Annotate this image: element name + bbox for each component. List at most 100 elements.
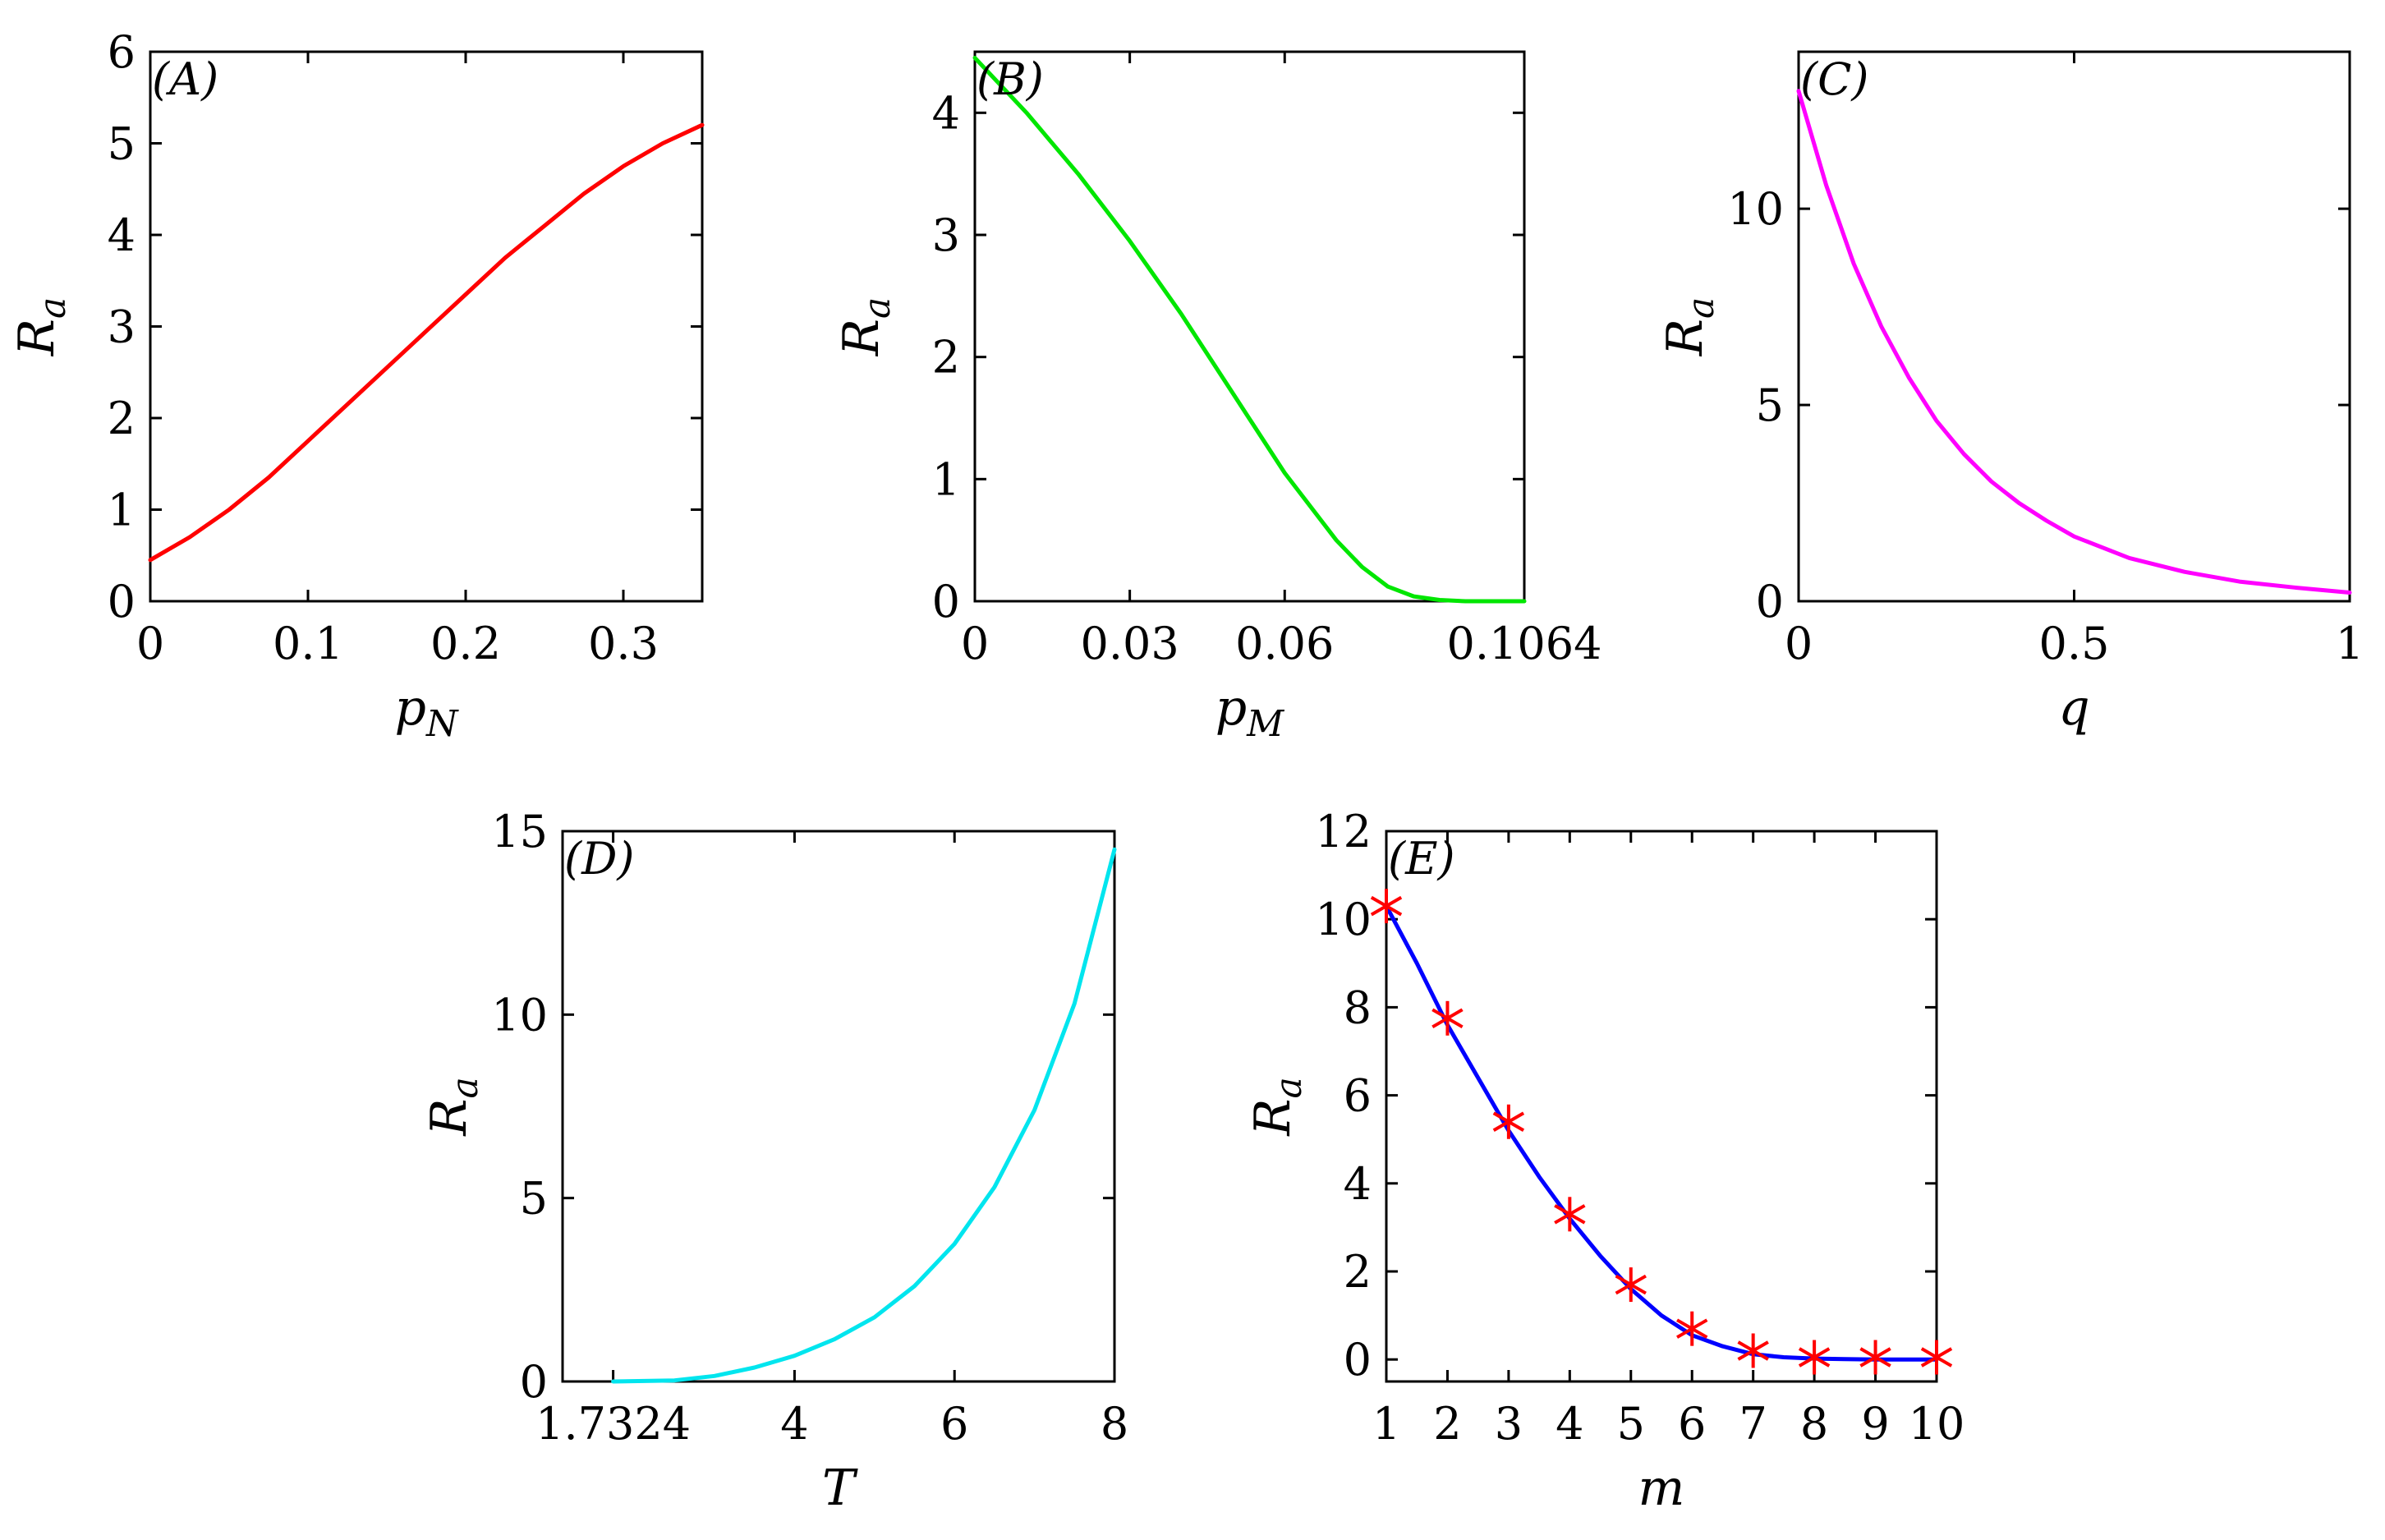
y-axis-label: Ra — [420, 1077, 486, 1136]
y-tick-label: 5 — [520, 1173, 548, 1225]
panel-label: (A) — [152, 53, 218, 105]
y-axis-label-sub: a — [857, 297, 898, 319]
marker-stroke — [1676, 1318, 1708, 1339]
y-tick-label: 0 — [1344, 1334, 1372, 1386]
y-tick-label: 0 — [1756, 576, 1784, 627]
x-axis-label-main: p — [395, 679, 426, 737]
panel-D: 1.7324 4 6 8 0 5 10 15 (D) T Ra — [420, 806, 1128, 1517]
marker-stroke — [1920, 1347, 1953, 1368]
marker-stroke — [1798, 1347, 1831, 1368]
x-axis-label: m — [1638, 1460, 1685, 1517]
x-axis-label-main: q — [2058, 679, 2089, 737]
y-axis-label: Ra — [833, 297, 898, 356]
series-line — [611, 847, 1117, 1384]
marker-stroke — [1492, 1111, 1525, 1132]
series-line — [972, 55, 1527, 604]
x-tick-label: 0.1 — [273, 618, 343, 669]
x-tick-label: 0 — [961, 618, 989, 669]
x-tick-label: 6 — [940, 1398, 968, 1450]
panel-A: 0 0.1 0.2 0.3 0 1 2 3 4 5 6 (A) pN Ra — [8, 26, 705, 745]
y-axis-label-sub: a — [1268, 1077, 1310, 1098]
y-tick-label: 10 — [1315, 894, 1372, 945]
marker-stroke — [1737, 1340, 1769, 1361]
y-tick-label: 6 — [1344, 1070, 1372, 1122]
x-tick-label: 0.3 — [588, 618, 659, 669]
x-axis-label: q — [2058, 679, 2089, 737]
data-point-marker — [1615, 1267, 1647, 1303]
x-tick-label: 1.7324 — [535, 1398, 691, 1450]
plot-frame — [973, 50, 1526, 603]
y-axis-label-main: R — [833, 319, 890, 356]
y-axis-label-main: R — [1657, 319, 1714, 356]
plot-frame — [1385, 830, 1938, 1383]
y-tick-label: 10 — [1727, 183, 1784, 235]
x-tick-label: 5 — [1617, 1398, 1645, 1450]
x-tick-label: 0 — [1785, 618, 1813, 669]
x-tick-label: 1 — [1372, 1398, 1400, 1450]
y-tick-label: 0 — [932, 576, 960, 627]
marker-stroke — [1431, 1008, 1464, 1029]
data-point-marker — [1920, 1340, 1953, 1375]
series-line — [1384, 903, 1939, 1362]
x-tick-label: 0 — [136, 618, 164, 669]
x-tick-label: 9 — [1861, 1398, 1889, 1450]
x-tick-label: 4 — [780, 1398, 808, 1450]
x-tick-label: 1 — [2336, 618, 2364, 669]
data-point-marker — [1859, 1340, 1891, 1375]
x-tick-label: 2 — [1433, 1398, 1461, 1450]
x-axis-label-main: p — [1215, 679, 1247, 737]
y-axis-label-main: R — [8, 319, 66, 356]
y-axis-label: Ra — [1244, 1077, 1310, 1136]
panel-B: 0 0.03 0.06 0.1064 0 1 2 3 4 (B) pM Ra — [833, 50, 1601, 745]
data-point-marker — [1554, 1197, 1586, 1232]
panel-label: (B) — [977, 53, 1044, 105]
x-axis-label-main: m — [1638, 1460, 1685, 1517]
y-tick-label: 1 — [108, 485, 136, 536]
y-tick-label: 12 — [1315, 806, 1372, 857]
y-tick-label: 2 — [1344, 1246, 1372, 1298]
x-tick-label: 10 — [1909, 1398, 1965, 1450]
y-tick-label: 5 — [108, 118, 136, 170]
y-tick-label: 3 — [108, 301, 136, 353]
x-tick-label: 8 — [1800, 1398, 1828, 1450]
series-line — [1796, 89, 2352, 595]
y-tick-label: 10 — [491, 989, 548, 1041]
y-tick-label: 8 — [1344, 981, 1372, 1033]
data-point-marker — [1737, 1333, 1769, 1368]
y-axis-label-main: R — [420, 1099, 478, 1137]
panel-label: (D) — [564, 833, 634, 885]
plot-frame — [149, 50, 704, 603]
y-axis-label-sub: a — [1680, 297, 1722, 319]
x-tick-label: 0.06 — [1235, 618, 1334, 669]
y-axis-label-main: R — [1244, 1099, 1302, 1137]
y-axis-label: Ra — [1657, 297, 1722, 356]
y-axis-label: Ra — [8, 297, 74, 356]
y-tick-label: 1 — [932, 453, 960, 505]
x-tick-label: 3 — [1495, 1398, 1523, 1450]
y-tick-label: 5 — [1756, 379, 1784, 431]
y-tick-label: 2 — [932, 332, 960, 384]
x-axis-label-sub: M — [1246, 703, 1284, 745]
x-tick-label: 0.03 — [1081, 618, 1179, 669]
marker-stroke — [1370, 895, 1403, 917]
y-tick-label: 0 — [108, 576, 136, 627]
x-axis-label: pM — [1215, 679, 1284, 745]
y-tick-label: 0 — [520, 1356, 548, 1408]
data-point-marker — [1370, 889, 1403, 924]
x-axis-label-sub: N — [425, 703, 459, 745]
y-tick-label: 6 — [108, 26, 136, 78]
data-point-marker — [1431, 1000, 1464, 1036]
x-tick-label: 6 — [1678, 1398, 1706, 1450]
panel-label: (C) — [1800, 53, 1868, 105]
y-tick-label: 4 — [932, 87, 960, 139]
y-tick-label: 15 — [491, 806, 548, 857]
plot-frame — [561, 830, 1116, 1383]
x-tick-label: 0.2 — [430, 618, 501, 669]
y-axis-label-sub: a — [444, 1077, 486, 1098]
y-tick-label: 2 — [108, 393, 136, 444]
data-point-marker — [1798, 1340, 1831, 1375]
x-axis-label: pN — [395, 679, 459, 745]
